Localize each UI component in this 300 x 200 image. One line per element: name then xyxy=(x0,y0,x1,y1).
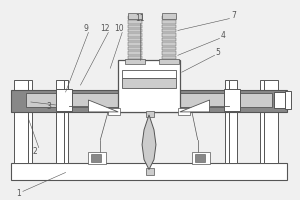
Bar xyxy=(122,78,176,88)
Polygon shape xyxy=(88,100,118,112)
Bar xyxy=(146,168,154,175)
Bar xyxy=(162,16,176,19)
Bar xyxy=(128,38,142,41)
Polygon shape xyxy=(142,115,156,170)
Bar xyxy=(195,154,205,162)
Bar xyxy=(125,59,145,64)
Bar xyxy=(162,29,176,32)
Text: 1: 1 xyxy=(16,189,21,198)
Bar xyxy=(162,25,176,28)
Bar xyxy=(274,92,286,108)
Text: 5: 5 xyxy=(215,48,220,57)
Bar xyxy=(11,90,287,112)
Bar xyxy=(162,38,176,41)
Bar xyxy=(230,80,237,163)
Bar xyxy=(88,152,106,164)
Bar xyxy=(128,20,142,24)
Bar xyxy=(162,13,176,19)
Bar xyxy=(64,80,68,163)
Bar xyxy=(128,42,142,46)
Bar xyxy=(56,80,64,163)
Bar xyxy=(162,20,176,24)
Text: 7: 7 xyxy=(231,11,236,20)
Bar xyxy=(159,59,179,64)
Bar xyxy=(146,111,154,117)
Bar xyxy=(162,51,176,55)
Bar xyxy=(162,42,176,46)
Bar xyxy=(118,60,180,112)
Bar xyxy=(260,80,264,163)
Bar xyxy=(224,89,240,111)
Bar xyxy=(192,152,210,164)
Bar xyxy=(92,154,101,162)
Text: 2: 2 xyxy=(32,147,37,156)
Bar xyxy=(56,89,71,111)
Bar xyxy=(162,56,176,59)
Text: 3: 3 xyxy=(46,102,51,111)
Bar xyxy=(162,33,176,37)
Text: 11: 11 xyxy=(135,14,145,23)
Bar xyxy=(14,80,28,163)
Bar xyxy=(178,108,190,115)
Bar xyxy=(26,93,272,107)
Bar xyxy=(264,80,278,163)
Bar xyxy=(128,47,142,50)
Text: 12: 12 xyxy=(100,24,110,33)
Bar xyxy=(28,80,32,163)
Bar xyxy=(226,80,230,163)
Bar xyxy=(128,25,142,28)
Bar xyxy=(11,163,287,180)
Bar xyxy=(128,51,142,55)
Bar xyxy=(128,13,142,19)
Bar xyxy=(128,16,142,19)
Bar xyxy=(108,108,120,115)
Bar xyxy=(122,70,176,78)
Text: 4: 4 xyxy=(221,31,226,40)
Bar xyxy=(128,33,142,37)
Bar xyxy=(128,29,142,32)
Bar xyxy=(128,56,142,59)
Text: 9: 9 xyxy=(83,24,88,33)
Polygon shape xyxy=(180,100,210,112)
Bar xyxy=(162,47,176,50)
Text: 10: 10 xyxy=(114,24,124,33)
Bar xyxy=(285,91,291,109)
